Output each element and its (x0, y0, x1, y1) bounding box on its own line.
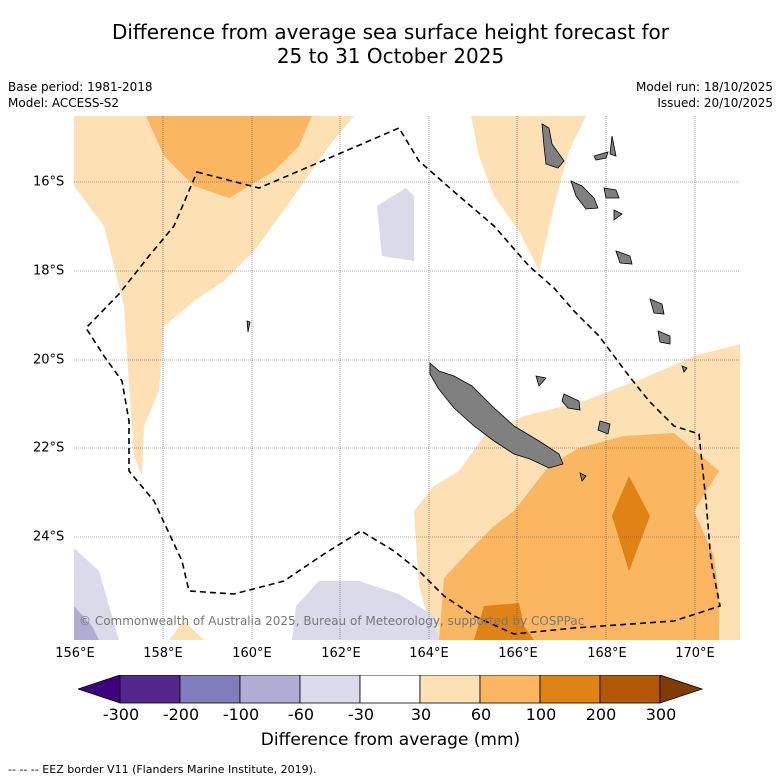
anomaly-dark-orange-south (474, 603, 534, 640)
cbar-tick-200: 200 (585, 705, 617, 724)
lon-label-164: 164°E (409, 646, 449, 661)
small-island-hunter (681, 365, 688, 373)
loyalty-island-6 (579, 472, 587, 482)
copyright-notice: © Commonwealth of Australia 2025, Bureau… (79, 614, 585, 628)
issued-label: Issued: 20/10/2025 (657, 96, 773, 110)
colorbar-swatch-8 (539, 675, 601, 704)
anomaly-orange-southeast (439, 433, 719, 640)
lat-label-16s: 16°S (33, 174, 65, 190)
cbar-tick-m200: -200 (162, 705, 200, 724)
vanuatu-island-7 (615, 250, 633, 265)
anomaly-lavender-north (377, 188, 414, 261)
anomaly-light-orange-southwest (169, 621, 204, 640)
lon-label-166: 166°E (498, 646, 538, 661)
lon-label-156: 156°E (55, 646, 95, 661)
land-masses (246, 123, 688, 482)
anomaly-orange-north (146, 116, 312, 198)
colorbar-swatch-2 (179, 675, 241, 704)
vanuatu-island-1 (541, 123, 565, 169)
loyalty-island-1 (561, 393, 581, 411)
map-panel: © Commonwealth of Australia 2025, Bureau… (74, 116, 740, 640)
anomaly-light-orange-northeast (471, 116, 586, 271)
vanuatu-island-6 (613, 209, 623, 221)
vanuatu-island-5 (603, 187, 620, 199)
vanuatu-island-4 (609, 135, 617, 157)
lat-label-24s: 24°S (33, 529, 65, 545)
graticule (74, 116, 740, 640)
lon-label-160: 160°E (232, 646, 272, 661)
lon-label-170: 170°E (675, 646, 715, 661)
lon-label-168: 168°E (587, 646, 627, 661)
anomaly-light-orange-west (74, 116, 354, 476)
base-period-label: Base period: 1981-2018 (8, 80, 153, 94)
lat-label-18s: 18°S (33, 263, 65, 279)
anomaly-lavender-south (292, 581, 439, 640)
lat-label-20s: 20°S (33, 352, 65, 368)
lon-label-162: 162°E (321, 646, 361, 661)
map-svg (74, 116, 740, 640)
colorbar-swatch-9 (599, 675, 661, 704)
lon-label-158: 158°E (143, 646, 183, 661)
eez-footnote: -- -- -- EEZ border V11 (Flanders Marine… (8, 763, 317, 776)
colorbar-swatch-1 (119, 675, 181, 704)
colorbar-extend-low (78, 675, 121, 704)
loyalty-island-4 (649, 298, 665, 315)
model-run-label: Model run: 18/10/2025 (635, 80, 773, 94)
colorbar-swatch-3 (239, 675, 301, 704)
cbar-tick-300: 300 (645, 705, 677, 724)
loyalty-island-2 (597, 420, 611, 435)
colorbar-title: Difference from average (mm) (260, 730, 521, 750)
vanuatu-island-2 (570, 180, 599, 210)
model-label: Model: ACCESS-S2 (8, 96, 120, 110)
colorbar-swatch-5 (359, 675, 421, 704)
cbar-tick-m100: -100 (222, 705, 260, 724)
chart-title-line1: Difference from average sea surface heig… (111, 20, 670, 44)
vanuatu-island-3 (593, 151, 609, 161)
eez-border (84, 126, 721, 635)
anomaly-dark-orange-diamond (612, 476, 650, 571)
loyalty-island-5 (657, 330, 671, 345)
colorbar-swatch-7 (479, 675, 541, 704)
colorbar-extend-high (659, 675, 704, 704)
cbar-tick-30: 30 (410, 705, 432, 724)
cbar-tick-m30: -30 (347, 705, 375, 724)
colorbar (78, 675, 704, 704)
colorbar-swatch-6 (419, 675, 481, 704)
small-island-chesterfield (246, 320, 251, 333)
anomaly-lavender-southwest (74, 548, 119, 640)
loyalty-island-3 (535, 375, 547, 387)
cbar-tick-60: 60 (470, 705, 492, 724)
lat-label-22s: 22°S (33, 440, 65, 456)
chart-title-line2: 25 to 31 October 2025 (276, 44, 505, 68)
cbar-tick-m300: -300 (102, 705, 140, 724)
anomaly-purple-southwest (74, 606, 99, 640)
colorbar-swatch-4 (299, 675, 361, 704)
new-caledonia-island (429, 362, 564, 469)
cbar-tick-100: 100 (525, 705, 557, 724)
cbar-tick-m60: -60 (287, 705, 315, 724)
